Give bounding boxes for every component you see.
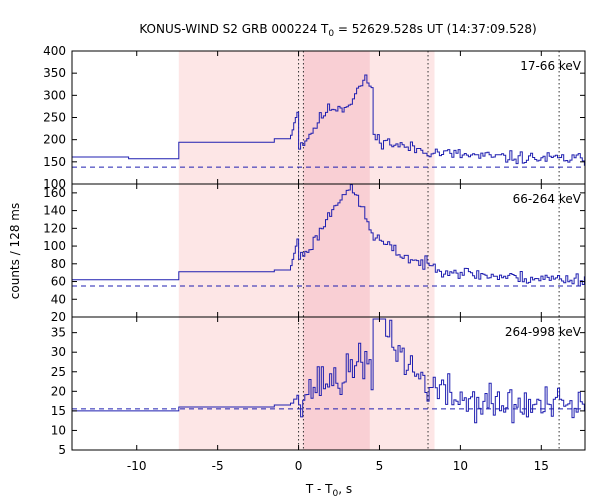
y-tick-label: 5: [58, 443, 66, 457]
y-tick-label: 25: [51, 365, 66, 379]
x-axis-label-prefix: T - T: [305, 482, 333, 496]
y-tick-label: 160: [43, 186, 66, 200]
y-tick-label: 140: [43, 204, 66, 218]
x-axis-label-sub: 0: [333, 489, 339, 499]
x-tick-label: -10: [127, 459, 147, 473]
light-curve: [72, 74, 585, 166]
y-tick-label: 300: [43, 88, 66, 102]
y-tick-label: 150: [43, 155, 66, 169]
light-curve: [72, 318, 585, 424]
panel-frame: [71, 316, 586, 451]
chart-title-prefix: KONUS-WIND S2 GRB 000224 T: [139, 22, 329, 36]
y-axis-label: counts / 128 ms: [8, 203, 22, 299]
y-tick-label: 40: [51, 292, 66, 306]
x-tick-label: 15: [534, 459, 549, 473]
y-tick-label: 20: [51, 310, 66, 324]
y-tick-label: 350: [43, 66, 66, 80]
y-tick-label: 60: [51, 275, 66, 289]
chart-title: KONUS-WIND S2 GRB 000224 T0 = 52629.528s…: [139, 22, 536, 39]
y-tick-label: 250: [43, 111, 66, 125]
y-tick-label: 100: [43, 239, 66, 253]
x-tick-label: -5: [212, 459, 224, 473]
y-tick-label: 100: [43, 177, 66, 191]
y-tick-label: 10: [51, 423, 66, 437]
y-tick-label: 400: [43, 44, 66, 58]
energy-band-label: 17-66 keV: [520, 59, 582, 73]
y-tick-label: 35: [51, 326, 66, 340]
chart-title-suffix: = 52629.528s UT (14:37:09.528): [334, 22, 537, 36]
y-tick-label: 80: [51, 257, 66, 271]
energy-band-label: 66-264 keV: [513, 192, 582, 206]
panel-2: 5 10 15 20 25 30 35 264-998 keV: [51, 316, 586, 457]
x-axis-label: T - T0, s: [305, 482, 352, 499]
y-tick-label: 30: [51, 345, 66, 359]
y-tick-label: 120: [43, 221, 66, 235]
light-curve: [72, 184, 585, 287]
x-tick-label: 5: [376, 459, 384, 473]
energy-band-label: 264-998 keV: [505, 325, 582, 339]
x-tick-label: 0: [295, 459, 303, 473]
y-tick-label: 200: [43, 133, 66, 147]
y-tick-label: 15: [51, 404, 66, 418]
chart-title-sub: 0: [328, 29, 334, 39]
x-tick-label: 10: [453, 459, 468, 473]
y-tick-label: 20: [51, 384, 66, 398]
x-axis-label-suffix: , s: [338, 482, 352, 496]
